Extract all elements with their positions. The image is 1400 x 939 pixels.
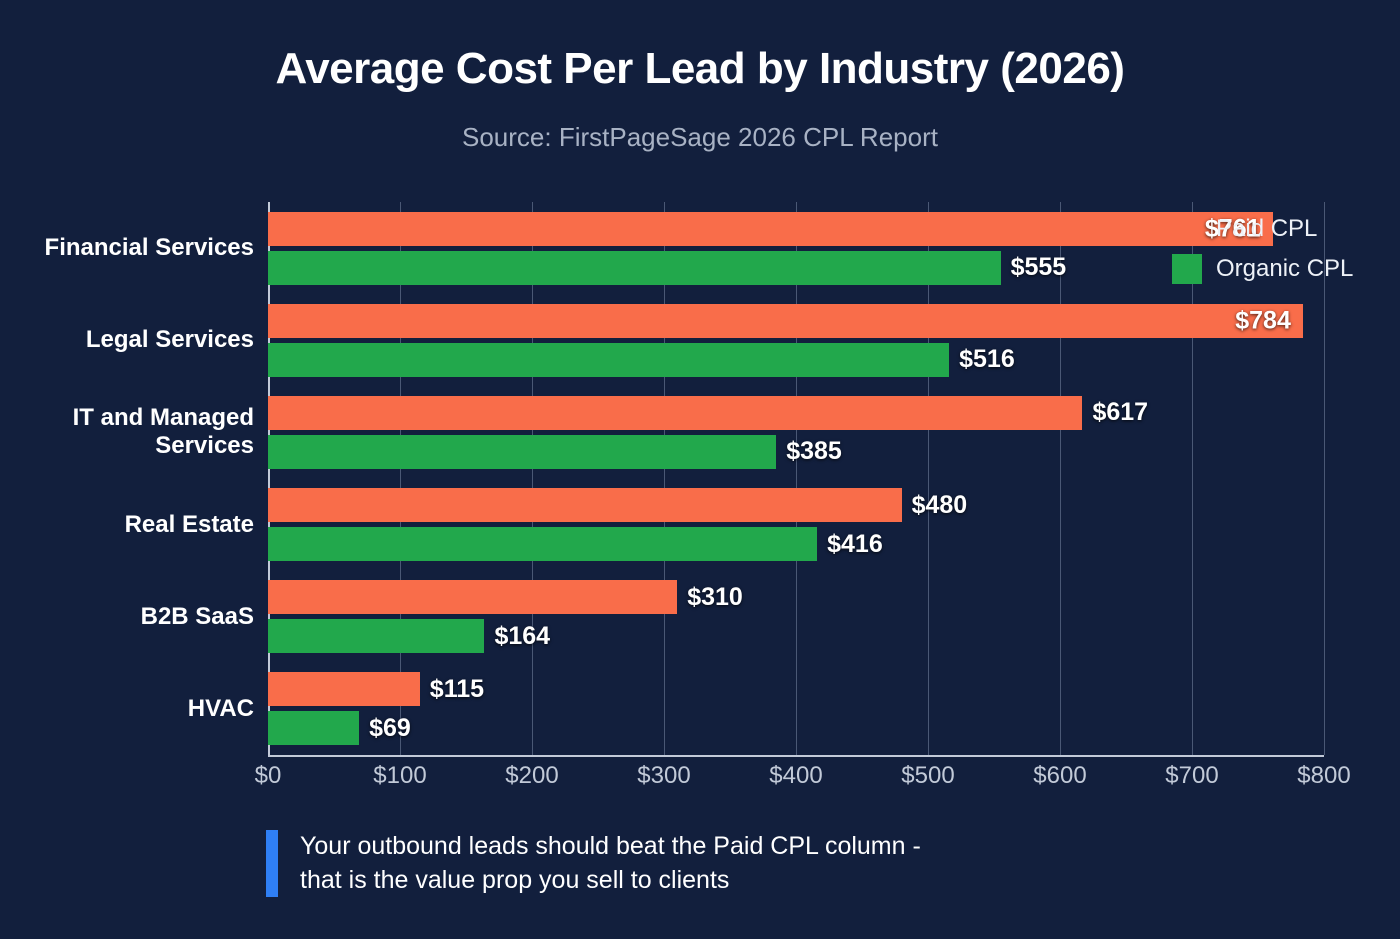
x-tick-label: $700 <box>1165 762 1219 789</box>
legend-label: Organic CPL <box>1216 255 1354 282</box>
bar-paid[interactable] <box>268 488 902 523</box>
bar-value-label: $784 <box>1235 306 1291 335</box>
bar-paid[interactable] <box>268 672 420 707</box>
legend-swatch-icon <box>1172 214 1202 244</box>
bar-row[interactable]: $416 <box>268 527 883 562</box>
x-tick-label: $100 <box>373 762 427 789</box>
bar-value-label: $164 <box>494 621 551 650</box>
category-label: IT and Managed Services <box>72 404 254 460</box>
footnote-accent-bar <box>266 830 278 897</box>
bar-paid[interactable] <box>268 211 1273 246</box>
bar-row[interactable]: $385 <box>268 434 842 469</box>
x-tick-label: $300 <box>637 762 691 789</box>
page-title: Average Cost Per Lead by Industry (2026) <box>275 44 1125 93</box>
category-label: Real Estate <box>124 510 254 538</box>
bar-group: $480 $416 <box>268 479 1324 571</box>
bar-organic[interactable] <box>268 711 360 746</box>
bar-value-label: $516 <box>959 345 1015 374</box>
bar-row[interactable]: $784 <box>268 303 1303 338</box>
bar-value-label: $416 <box>827 529 883 558</box>
bar-row[interactable]: $480 <box>268 488 968 523</box>
bar-row[interactable]: $516 <box>268 342 1015 377</box>
bar-group: $115 $69 <box>268 663 1324 755</box>
bar-organic[interactable] <box>268 250 1001 285</box>
bar-value-label: $555 <box>1010 253 1067 282</box>
legend-swatch-icon <box>1172 254 1202 284</box>
bar-row[interactable]: $555 <box>268 250 1067 285</box>
bar-paid[interactable] <box>268 395 1083 430</box>
bar-value-label: $115 <box>429 674 485 703</box>
category-label: B2B SaaS <box>140 602 254 630</box>
bar-group: $761 $555 <box>268 202 1324 294</box>
x-tick-label: $400 <box>769 762 823 789</box>
bar-row[interactable]: $617 <box>268 395 1149 430</box>
plot-area: $761 $555 $784 $516 $617 $385 $480 $416 $310 $164… <box>268 202 1325 755</box>
bar-value-label: $617 <box>1092 398 1149 427</box>
y-axis-line <box>268 202 270 755</box>
bar-value-label: $480 <box>911 490 968 519</box>
x-tick-label: $800 <box>1297 762 1351 789</box>
bar-row[interactable]: $761 <box>268 211 1273 246</box>
category-label: HVAC <box>187 694 254 722</box>
bar-value-label: $69 <box>369 713 411 742</box>
chart-subtitle: Source: FirstPageSage 2026 CPL Report <box>462 122 938 152</box>
legend-item[interactable]: Organic CPL <box>1172 254 1353 284</box>
x-tick-label: $500 <box>901 762 955 789</box>
bar-group: $617 $385 <box>268 386 1324 478</box>
bar-group: $784 $516 <box>268 294 1324 386</box>
y-axis-labels: Financial Services Legal Services IT and M… <box>0 202 268 755</box>
x-axis-tick-labels: $0 $100 $200 $300 $400 $500 $600 $700 $800 <box>0 762 1400 802</box>
footnote-text: Your outbound leads should beat the Paid… <box>300 832 921 894</box>
category-label: Financial Services <box>44 234 254 262</box>
bar-organic[interactable] <box>268 434 777 469</box>
legend-label: Paid CPL <box>1216 215 1318 242</box>
chart-legend: Paid CPL Organic CPL <box>1172 214 1353 294</box>
legend-item[interactable]: Paid CPL <box>1172 214 1353 244</box>
bar-organic[interactable] <box>268 342 950 377</box>
bar-row[interactable]: $310 <box>268 580 743 615</box>
bar-row[interactable]: $69 <box>268 711 411 746</box>
bar-row[interactable]: $115 <box>268 672 485 707</box>
x-axis-line <box>268 755 1324 757</box>
x-tick-label: $600 <box>1033 762 1087 789</box>
bar-value-label: $385 <box>786 437 842 466</box>
bar-row[interactable]: $164 <box>268 619 551 654</box>
x-tick-label: $200 <box>505 762 559 789</box>
bar-group: $310 $164 <box>268 571 1324 663</box>
bar-value-label: $761 <box>1204 214 1261 243</box>
bar-paid[interactable] <box>268 580 678 615</box>
bar-value-label: $310 <box>687 582 743 611</box>
bar-organic[interactable] <box>268 619 485 654</box>
footnote: Your outbound leads should beat the Paid… <box>266 830 921 897</box>
x-tick-label: $0 <box>254 762 282 789</box>
category-label: Legal Services <box>85 326 254 354</box>
bar-paid[interactable] <box>268 303 1303 338</box>
bar-organic[interactable] <box>268 527 818 562</box>
